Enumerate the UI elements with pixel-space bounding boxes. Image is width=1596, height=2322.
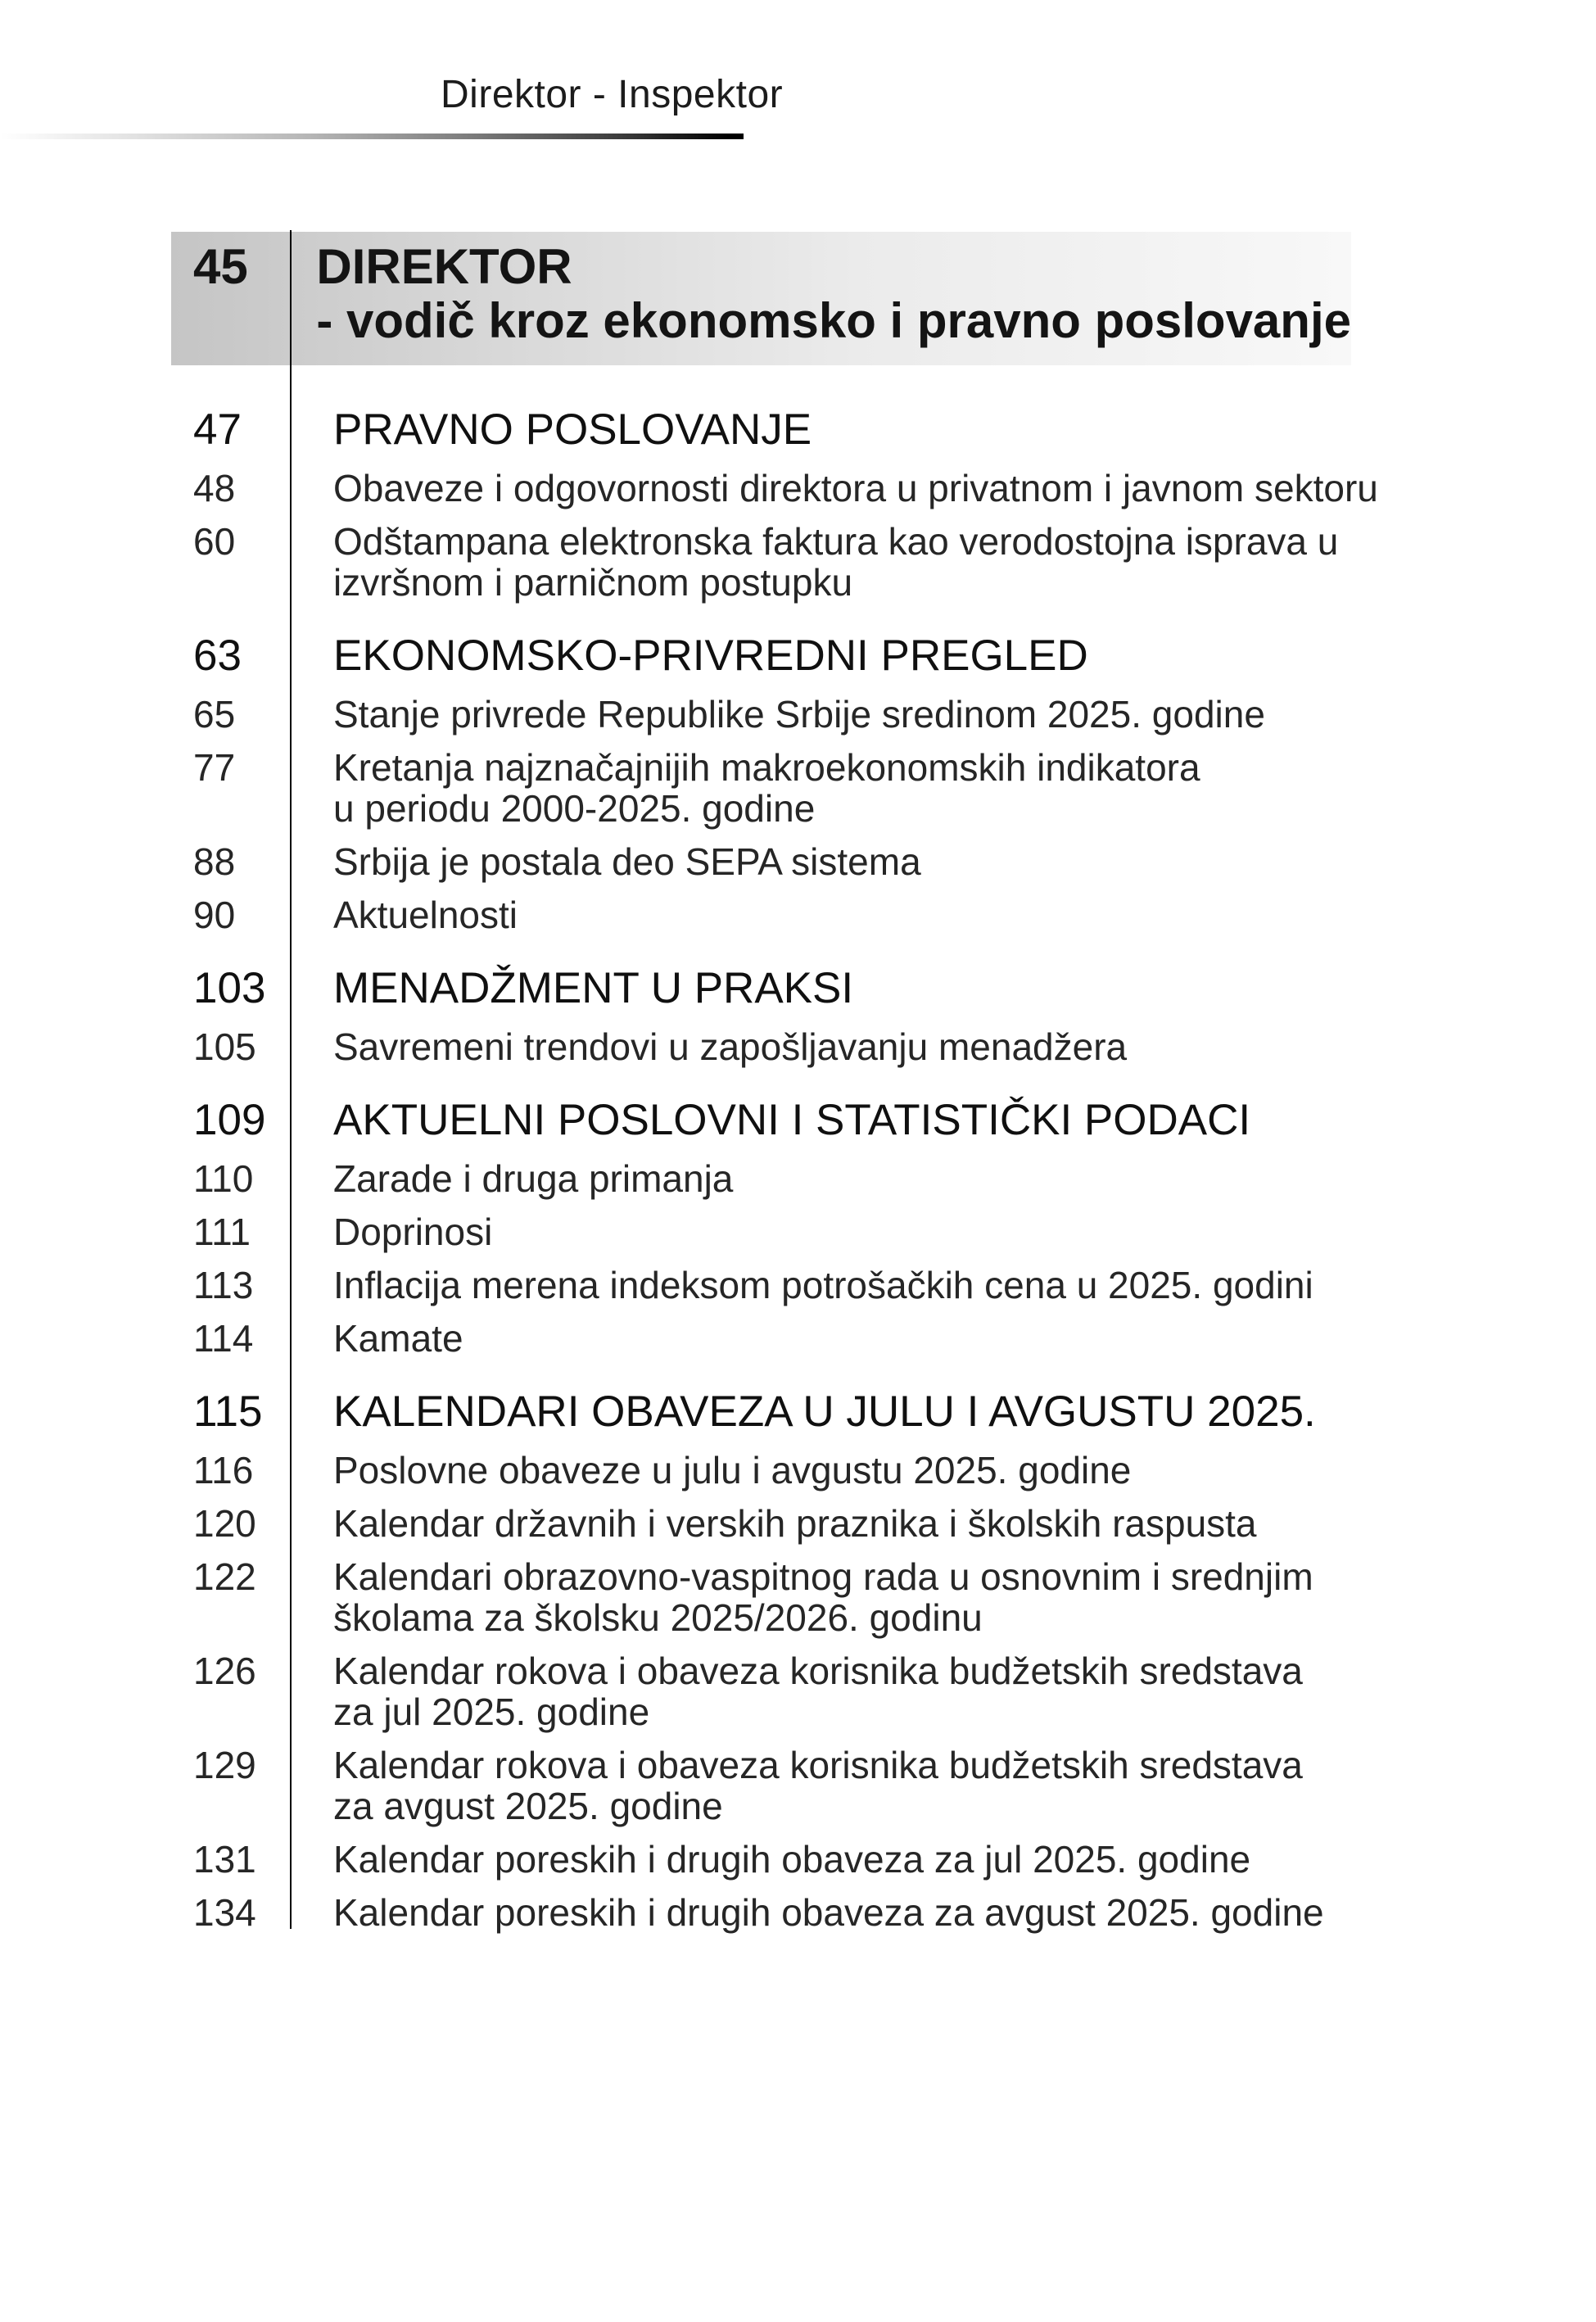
toc-page-number: 120 [193, 1502, 256, 1545]
toc-page-number: 129 [193, 1744, 256, 1786]
featured-band: 45 DIREKTOR - vodič kroz ekonomsko i pra… [171, 232, 1351, 365]
toc-row-90: 90 Aktuelnosti [0, 894, 1441, 935]
toc-page-number: 126 [193, 1650, 256, 1692]
toc-row-60: 60 Odštampana elektronska faktura kao ve… [0, 521, 1441, 603]
toc-row-126: 126 Kalendar rokova i obaveza korisnika … [0, 1650, 1441, 1732]
toc-row-113: 113 Inflacija merena indeksom potrošački… [0, 1265, 1441, 1306]
toc-page-number: 48 [193, 467, 236, 509]
toc-page-number: 115 [193, 1387, 263, 1436]
toc-page-number: 131 [193, 1838, 256, 1881]
toc-entry-title: Kalendar državnih i verskih praznika i š… [333, 1502, 1257, 1545]
toc-entry-title: Srbija je postala deo SEPA sistema [333, 840, 921, 883]
toc-page-number: 60 [193, 520, 236, 563]
featured-title-line-2: - vodič kroz ekonomsko i pravno poslovan… [316, 293, 1351, 348]
toc-row-48: 48 Obaveze i odgovornosti direktora u pr… [0, 468, 1441, 509]
toc-entry-title: Kamate [333, 1317, 463, 1360]
toc-entry-title: Kalendar poreskih i drugih obaveza za ju… [333, 1838, 1251, 1881]
toc-page-number: 105 [193, 1025, 256, 1068]
toc-page-number: 47 [193, 405, 242, 454]
toc-row-122: 122 Kalendari obrazovno-vaspitnog rada u… [0, 1556, 1441, 1638]
toc-row-63: 63 EKONOMSKO-PRIVREDNI PREGLED [0, 631, 1441, 681]
toc-page-number: 122 [193, 1555, 256, 1598]
toc-page-number: 90 [193, 894, 236, 936]
toc-list: 47 PRAVNO POSLOVANJE 48 Obaveze i odgovo… [0, 365, 1441, 1933]
toc-entry-title: Obaveze i odgovornosti direktora u priva… [333, 467, 1378, 509]
toc-row-47: 47 PRAVNO POSLOVANJE [0, 405, 1441, 455]
toc-entry-title: Kretanja najznačajnijih makroekonomskih … [333, 746, 1200, 830]
toc-row-88: 88 Srbija je postala deo SEPA sistema [0, 841, 1441, 882]
toc-row-110: 110 Zarade i druga primanja [0, 1158, 1441, 1199]
toc-page-number: 134 [193, 1891, 256, 1934]
toc-entry-title: Kalendari obrazovno-vaspitnog rada u osn… [333, 1555, 1313, 1639]
vertical-divider-rule [290, 230, 292, 1929]
page-header-title: Direktor - Inspektor [441, 73, 784, 116]
toc-entry-title: Kalendar poreskih i drugih obaveza za av… [333, 1891, 1324, 1934]
toc-entry-title: Stanje privrede Republike Srbije sredino… [333, 693, 1265, 736]
toc-page-number: 65 [193, 693, 236, 736]
toc-row-131: 131 Kalendar poreskih i drugih obaveza z… [0, 1839, 1441, 1880]
toc-row-65: 65 Stanje privrede Republike Srbije sred… [0, 694, 1441, 735]
toc-page-number: 110 [193, 1157, 254, 1200]
toc-row-114: 114 Kamate [0, 1318, 1441, 1359]
toc-page-number: 114 [193, 1317, 254, 1360]
toc-page-number: 111 [193, 1211, 251, 1253]
toc-entry-title: Doprinosi [333, 1211, 493, 1253]
toc-page-number: 109 [193, 1096, 266, 1144]
toc-page-number: 63 [193, 631, 242, 680]
toc-entry-title: EKONOMSKO-PRIVREDNI PREGLED [333, 631, 1088, 680]
toc-entry-title: Kalendar rokova i obaveza korisnika budž… [333, 1744, 1303, 1827]
toc-row-105: 105 Savremeni trendovi u zapošljavanju m… [0, 1026, 1441, 1067]
header-gradient-rule [0, 134, 744, 139]
toc-page-number: 113 [193, 1264, 254, 1306]
toc-page-number: 77 [193, 746, 236, 789]
toc-row-116: 116 Poslovne obaveze u julu i avgustu 20… [0, 1450, 1441, 1491]
toc-page-number: 116 [193, 1449, 254, 1491]
toc-row-103: 103 MENADŽMENT U PRAKSI [0, 963, 1441, 1014]
toc-entry-title: Poslovne obaveze u julu i avgustu 2025. … [333, 1449, 1132, 1491]
toc-entry-title: Inflacija merena indeksom potrošačkih ce… [333, 1264, 1313, 1306]
toc-entry-title: Savremeni trendovi u zapošljavanju menad… [333, 1025, 1128, 1068]
toc-row-129: 129 Kalendar rokova i obaveza korisnika … [0, 1745, 1441, 1826]
toc-entry-title: Odštampana elektronska faktura kao verod… [333, 520, 1339, 604]
toc-entry-title: PRAVNO POSLOVANJE [333, 405, 812, 454]
toc-row-111: 111 Doprinosi [0, 1211, 1441, 1252]
featured-title-line-1: DIREKTOR [316, 239, 572, 294]
toc-page-number: 103 [193, 964, 266, 1012]
featured-title: DIREKTOR - vodič kroz ekonomsko i pravno… [273, 232, 1351, 348]
toc-entry-title: Kalendar rokova i obaveza korisnika budž… [333, 1650, 1303, 1733]
toc-row-109: 109 AKTUELNI POSLOVNI I STATISTIČKI PODA… [0, 1095, 1441, 1146]
toc-row-115: 115 KALENDARI OBAVEZA U JULU I AVGUSTU 2… [0, 1387, 1441, 1437]
toc-entry-title: Aktuelnosti [333, 894, 518, 936]
toc-entry-title: MENADŽMENT U PRAKSI [333, 964, 854, 1012]
toc-row-134: 134 Kalendar poreskih i drugih obaveza z… [0, 1892, 1441, 1933]
toc-entry-title: KALENDARI OBAVEZA U JULU I AVGUSTU 2025. [333, 1387, 1316, 1436]
toc-row-120: 120 Kalendar državnih i verskih praznika… [0, 1503, 1441, 1544]
toc-entry-title: AKTUELNI POSLOVNI I STATISTIČKI PODACI [333, 1096, 1251, 1144]
toc-row-77: 77 Kretanja najznačajnijih makroekonomsk… [0, 747, 1441, 829]
featured-page-number: 45 [193, 239, 248, 294]
toc-entry-title: Zarade i druga primanja [333, 1157, 734, 1200]
toc-page-number: 88 [193, 840, 236, 883]
